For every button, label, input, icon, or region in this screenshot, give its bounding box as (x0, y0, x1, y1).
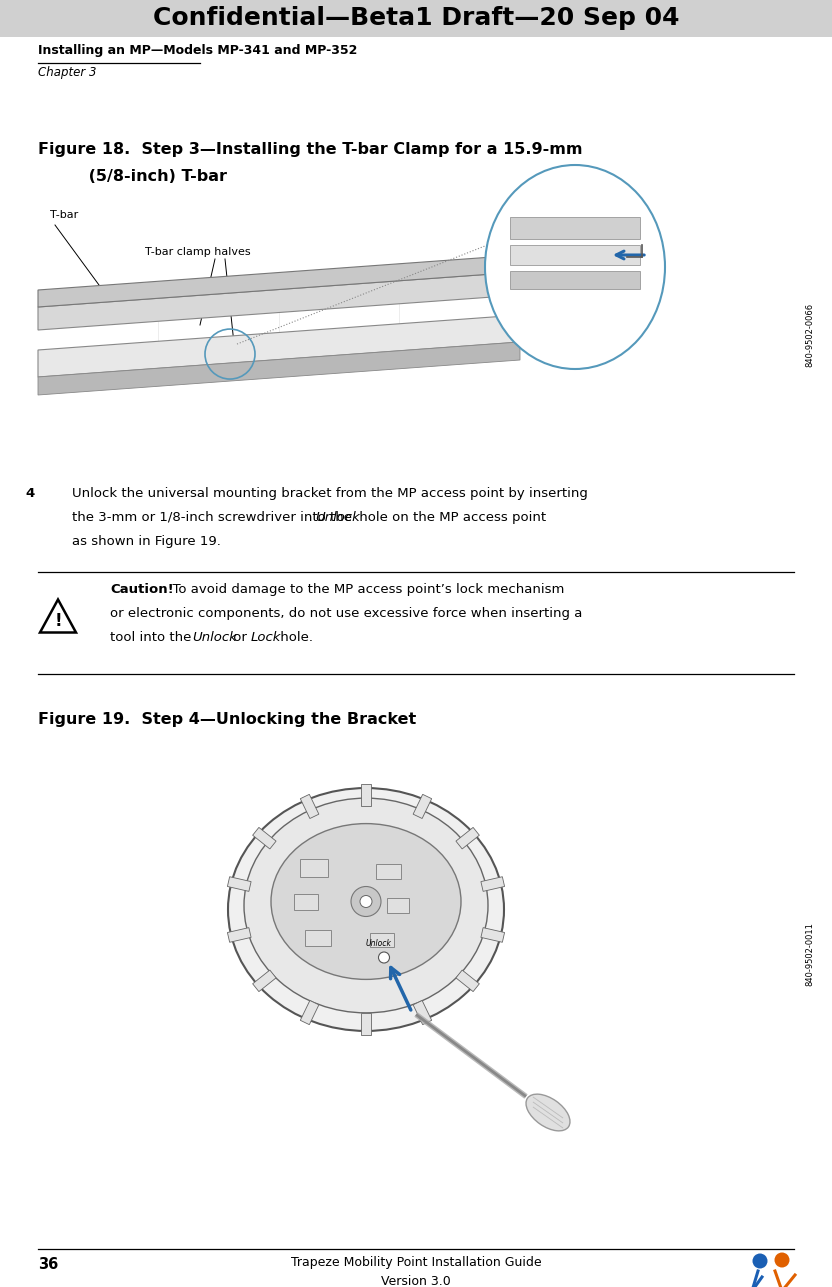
Polygon shape (38, 272, 520, 329)
Ellipse shape (485, 165, 665, 369)
Ellipse shape (244, 798, 488, 1013)
Bar (0, 0, 832, 37)
Text: hole.: hole. (276, 631, 313, 644)
Text: Unlock: Unlock (192, 631, 236, 644)
Bar (510, 245, 640, 265)
Polygon shape (227, 876, 251, 892)
Text: (5/8-inch) T-bar: (5/8-inch) T-bar (38, 169, 227, 184)
Text: 4: 4 (25, 486, 34, 501)
Text: tool into the: tool into the (110, 631, 196, 644)
Polygon shape (481, 876, 504, 892)
Bar (294, 893, 318, 910)
Text: Unlock the universal mounting bracket from the MP access point by inserting: Unlock the universal mounting bracket fr… (72, 486, 588, 501)
Text: hole on the MP access point: hole on the MP access point (354, 511, 546, 524)
Circle shape (775, 1252, 790, 1268)
Bar (510, 272, 640, 290)
Polygon shape (481, 928, 504, 942)
Polygon shape (40, 600, 76, 632)
Bar (387, 898, 409, 912)
Text: T-bar clamp halves: T-bar clamp halves (145, 247, 250, 257)
Text: the 3-mm or 1/8-inch screwdriver into the: the 3-mm or 1/8-inch screwdriver into th… (72, 511, 356, 524)
Bar (370, 933, 394, 946)
Polygon shape (38, 315, 520, 377)
Polygon shape (456, 970, 479, 991)
Text: Figure 18.  Step 3—Installing the T-bar Clamp for a 15.9-mm: Figure 18. Step 3—Installing the T-bar C… (38, 142, 582, 157)
Ellipse shape (526, 1094, 570, 1131)
Polygon shape (253, 828, 276, 849)
Polygon shape (227, 928, 251, 942)
Text: 840-9502-0066: 840-9502-0066 (805, 302, 815, 367)
Text: Unlock: Unlock (366, 940, 392, 949)
Circle shape (351, 887, 381, 916)
Text: Chapter 3: Chapter 3 (38, 66, 97, 79)
Circle shape (360, 896, 372, 907)
Bar (300, 858, 328, 876)
Bar (375, 864, 400, 879)
Text: as shown in Figure 19.: as shown in Figure 19. (72, 535, 220, 548)
Text: Unlock: Unlock (315, 511, 360, 524)
Bar (510, 218, 640, 239)
Polygon shape (253, 970, 276, 991)
Polygon shape (414, 794, 432, 819)
Circle shape (752, 1254, 767, 1269)
Polygon shape (414, 1000, 432, 1024)
Text: Caution!: Caution! (110, 583, 174, 596)
Text: Lock: Lock (251, 631, 281, 644)
Polygon shape (456, 828, 479, 849)
Text: Trapeze Mobility Point Installation Guide: Trapeze Mobility Point Installation Guid… (290, 1256, 542, 1269)
Text: Slide together: Slide together (565, 212, 644, 221)
Polygon shape (300, 1000, 319, 1024)
Bar (305, 929, 331, 946)
Text: Installing an MP—Models MP-341 and MP-352: Installing an MP—Models MP-341 and MP-35… (38, 44, 358, 57)
Ellipse shape (228, 788, 504, 1031)
Text: Version 3.0: Version 3.0 (381, 1275, 451, 1287)
Text: Confidential—Beta1 Draft—20 Sep 04: Confidential—Beta1 Draft—20 Sep 04 (153, 6, 679, 31)
Polygon shape (300, 794, 319, 819)
Circle shape (379, 952, 389, 963)
Text: !: ! (54, 613, 62, 631)
Text: To avoid damage to the MP access point’s lock mechanism: To avoid damage to the MP access point’s… (165, 583, 565, 596)
Polygon shape (38, 255, 520, 308)
Text: or electronic components, do not use excessive force when inserting a: or electronic components, do not use exc… (110, 607, 582, 620)
Text: or: or (229, 631, 251, 644)
Polygon shape (38, 342, 520, 395)
Text: Figure 19.  Step 4—Unlocking the Bracket: Figure 19. Step 4—Unlocking the Bracket (38, 712, 416, 727)
Text: T-bar: T-bar (50, 210, 78, 220)
Text: 36: 36 (38, 1257, 58, 1272)
Polygon shape (361, 784, 371, 806)
Text: 840-9502-0011: 840-9502-0011 (805, 923, 815, 986)
Polygon shape (361, 1013, 371, 1035)
Ellipse shape (271, 824, 461, 979)
